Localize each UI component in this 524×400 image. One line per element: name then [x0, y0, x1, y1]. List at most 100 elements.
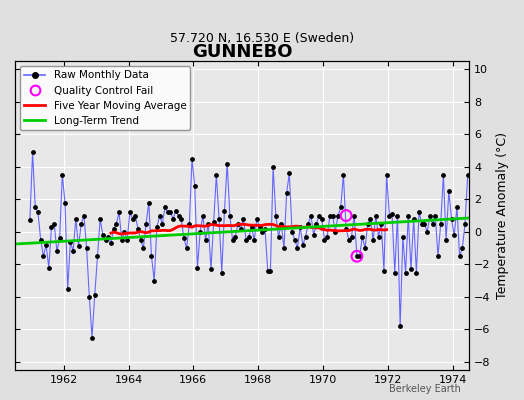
Point [455, 253, 464, 260]
Point [91, 292, 99, 298]
Point [364, 220, 372, 227]
Point [231, 234, 239, 240]
Point [180, 235, 188, 242]
Point [82, 245, 91, 251]
Point [174, 212, 183, 219]
Point [136, 237, 145, 243]
Point [61, 199, 69, 206]
Point [99, 232, 107, 238]
Point [264, 268, 272, 274]
Point [115, 209, 123, 216]
Point [156, 212, 164, 219]
Point [45, 264, 53, 271]
Point [58, 172, 67, 178]
Point [390, 269, 399, 276]
Point [134, 225, 142, 232]
Point [261, 225, 269, 232]
Point [329, 212, 337, 219]
Point [53, 248, 61, 254]
Legend: Raw Monthly Data, Quality Control Fail, Five Year Moving Average, Long-Term Tren: Raw Monthly Data, Quality Control Fail, … [20, 66, 190, 130]
Point [121, 229, 129, 235]
Point [139, 245, 148, 251]
Point [169, 216, 177, 222]
Point [255, 224, 264, 230]
Point [42, 242, 50, 248]
Y-axis label: Temperature Anomaly (°C): Temperature Anomaly (°C) [496, 132, 509, 299]
Point [464, 172, 472, 178]
Point [307, 212, 315, 219]
Point [372, 212, 380, 219]
Point [439, 172, 447, 178]
Point [112, 220, 121, 227]
Point [185, 220, 193, 227]
Point [358, 234, 366, 240]
Point [85, 294, 93, 300]
Point [212, 172, 221, 178]
Point [442, 237, 450, 243]
Point [277, 220, 286, 227]
Point [245, 234, 253, 240]
Point [423, 229, 431, 235]
Point [193, 264, 202, 271]
Point [234, 220, 242, 227]
Point [101, 237, 110, 243]
Point [429, 220, 437, 227]
Point [290, 237, 299, 243]
Point [147, 253, 156, 260]
Point [207, 266, 215, 272]
Point [220, 208, 228, 214]
Point [407, 266, 415, 272]
Point [26, 217, 34, 224]
Point [204, 220, 212, 227]
Point [66, 238, 74, 245]
Point [453, 204, 461, 211]
Point [104, 234, 113, 240]
Point [242, 237, 250, 243]
Point [320, 237, 329, 243]
Point [223, 160, 232, 167]
Point [215, 216, 223, 222]
Point [50, 220, 58, 227]
Point [280, 245, 288, 251]
Point [326, 212, 334, 219]
Point [47, 224, 56, 230]
Point [323, 234, 331, 240]
Point [331, 229, 340, 235]
Point [377, 220, 386, 227]
Point [404, 212, 412, 219]
Point [380, 268, 388, 274]
Point [182, 245, 191, 251]
Point [236, 225, 245, 232]
Point [445, 188, 453, 194]
Point [177, 216, 185, 222]
Point [361, 245, 369, 251]
Point [355, 253, 364, 260]
Point [374, 234, 383, 240]
Point [409, 216, 418, 222]
Point [228, 237, 237, 243]
Point [299, 242, 307, 248]
Point [336, 204, 345, 211]
Point [447, 216, 456, 222]
Point [28, 149, 37, 155]
Point [347, 234, 356, 240]
Point [420, 220, 429, 227]
Point [107, 240, 115, 246]
Point [37, 237, 45, 243]
Point [342, 212, 350, 219]
Point [201, 237, 210, 243]
Point [163, 209, 172, 216]
Point [415, 209, 423, 216]
Point [34, 209, 42, 216]
Point [31, 204, 39, 211]
Point [88, 334, 96, 341]
Point [39, 253, 48, 260]
Point [394, 212, 402, 219]
Point [128, 216, 137, 222]
Point [436, 220, 445, 227]
Point [388, 211, 396, 217]
Point [77, 220, 85, 227]
Point [250, 237, 258, 243]
Point [342, 225, 350, 232]
Point [353, 253, 361, 260]
